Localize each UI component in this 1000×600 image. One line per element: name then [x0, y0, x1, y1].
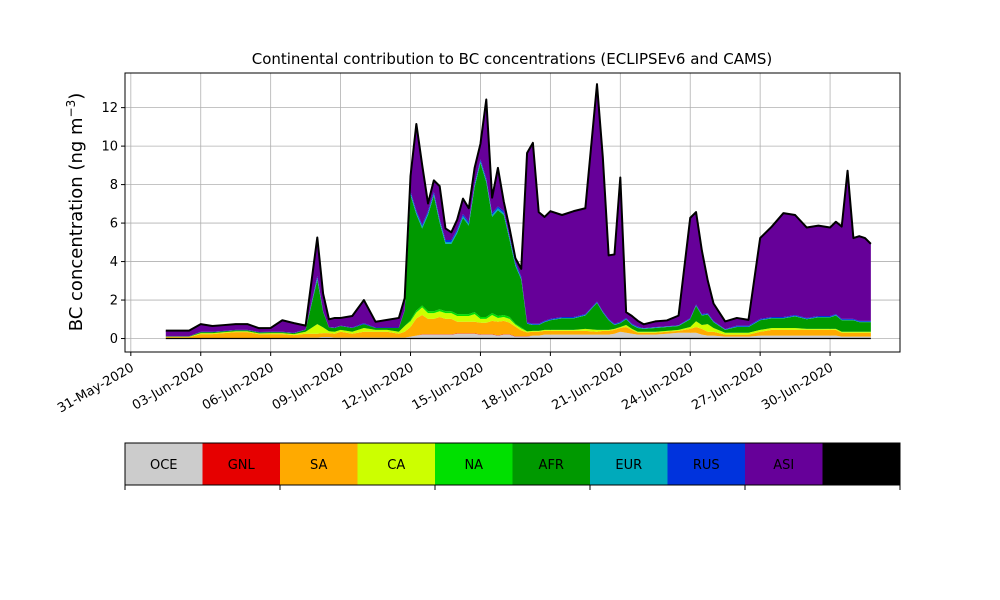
y-tick-label: 0	[110, 332, 118, 347]
area-oce	[165, 331, 871, 339]
colorbar-swatch-rus	[667, 443, 745, 485]
stacked-areas	[165, 83, 872, 340]
colorbar-label-sa: SA	[310, 458, 327, 473]
colorbar-label-ca: CA	[387, 458, 405, 473]
colorbar-swatch-sa	[280, 443, 358, 485]
y-axis-label-exponent: −3	[64, 100, 78, 118]
colorbar-label-aus: AUS	[848, 458, 875, 473]
x-tick-label: 06-Jun-2020	[200, 360, 277, 413]
colorbar-swatch-asi	[745, 443, 823, 485]
x-tick-label: 21-Jun-2020	[549, 360, 626, 413]
colorbar-label-afr: AFR	[539, 458, 564, 473]
colorbar-swatch-eur	[590, 443, 668, 485]
x-tick-label: 31-May-2020	[55, 360, 137, 416]
x-tick-label: 18-Jun-2020	[480, 360, 557, 413]
x-tick-label: 15-Jun-2020	[410, 360, 487, 413]
x-tick-label: 24-Jun-2020	[619, 360, 696, 413]
y-tick-label: 8	[110, 178, 118, 193]
x-tick-label: 30-Jun-2020	[759, 360, 836, 413]
x-tick-label: 03-Jun-2020	[130, 360, 207, 413]
y-axis-label-close: )	[66, 93, 87, 100]
area-sa	[165, 315, 871, 339]
plot-frame	[124, 72, 901, 353]
y-axis-label: BC concentration (ng m−3)	[64, 93, 87, 332]
colorbar-swatch-ca	[357, 443, 435, 485]
x-tick-label: 09-Jun-2020	[270, 360, 347, 413]
colorbar-frame	[124, 442, 901, 486]
colorbar-label-asi: ASI	[773, 458, 794, 473]
y-tick-label: 12	[101, 101, 118, 116]
colorbar-swatch-oce	[125, 443, 203, 485]
colorbar-label-oce: OCE	[150, 458, 178, 473]
category-colorbar: OCE GNL SA CA NA AFR EUR RUS ASI AUS	[124, 442, 901, 490]
colorbar-label-rus: RUS	[693, 458, 720, 473]
y-tick-label: 4	[110, 255, 118, 270]
x-tick-label: 12-Jun-2020	[340, 360, 417, 413]
y-axis-label-main: BC concentration (ng m	[66, 117, 87, 331]
y-tick-label: 6	[110, 217, 118, 232]
colorbar-swatch-gnl	[202, 443, 280, 485]
colorbar-swatch-afr	[512, 443, 590, 485]
colorbar-swatch-aus	[822, 443, 900, 485]
y-tick-label: 10	[101, 140, 118, 155]
colorbar-swatch-na	[435, 443, 513, 485]
total-line	[165, 83, 872, 332]
y-tick-label: 2	[110, 294, 118, 309]
colorbar-label-eur: EUR	[615, 458, 642, 473]
area-asi	[165, 84, 871, 337]
colorbar-label-na: NA	[464, 458, 483, 473]
chart-title: Continental contribution to BC concentra…	[252, 50, 773, 68]
colorbar-label-gnl: GNL	[228, 458, 256, 473]
area-afr	[165, 163, 871, 337]
x-tick-label: 27-Jun-2020	[689, 360, 766, 413]
